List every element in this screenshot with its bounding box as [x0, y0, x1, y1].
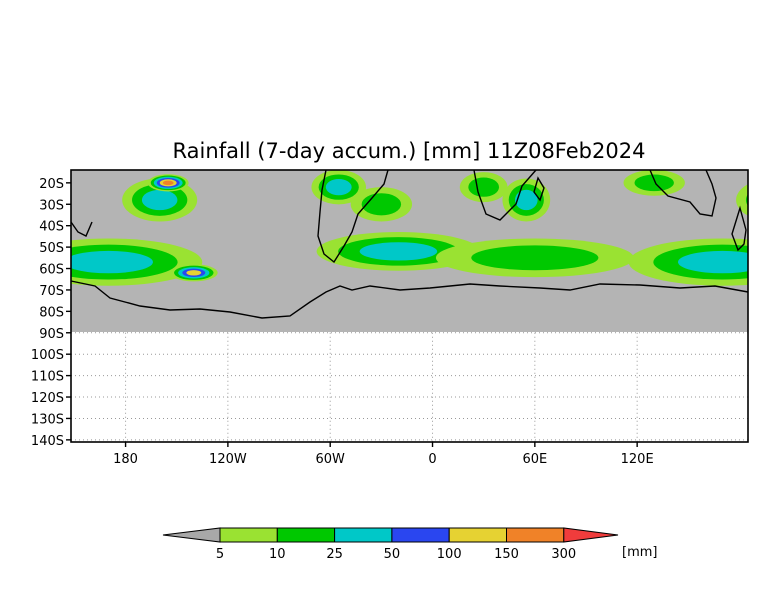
x-axis: 180 120W 60W 0 60E 120E: [113, 442, 654, 467]
rain-level-3: [141, 189, 178, 211]
south-america-coast: [317, 169, 389, 264]
y-tick-label: 20S: [39, 177, 64, 192]
y-tick-label: 140S: [31, 434, 64, 449]
rain-region-heavy-cell-tropics: [147, 174, 784, 192]
chart-title: Rainfall (7-day accum.) [mm] 11Z08Feb202…: [173, 139, 646, 163]
coastlines: [70, 169, 749, 319]
rain-level-5: [774, 179, 784, 186]
grid-lines: [71, 332, 748, 442]
y-tick-label: 60S: [39, 263, 64, 278]
y-tick-label: 40S: [39, 220, 64, 235]
rain-level-4: [771, 178, 784, 188]
colorbar: 5 10 25 50 100 150 300: [162, 527, 619, 562]
plot-frame: [70, 169, 749, 443]
colorbar-swatch: [276, 527, 336, 543]
x-tick-label: 60E: [522, 452, 547, 467]
rain-region-sh-storm-track-pacific: [71, 238, 748, 286]
rain-level-2: [471, 245, 599, 271]
colorbar-arrow-high: [563, 527, 619, 543]
rain-region-sh-storm-track-indian: [0, 238, 634, 278]
rain-region-madagascar-indian-ocean: [502, 178, 551, 222]
rainfall-map: [0, 169, 784, 443]
rain-region-australia-north: [623, 170, 685, 196]
colorbar-level-label: 150: [494, 547, 519, 562]
rain-region-heavy-cell-southern-ocean: [169, 264, 218, 282]
rain-region-southern-africa: [459, 172, 508, 203]
lower-plot-area: [71, 332, 748, 442]
y-tick-label: 100S: [31, 348, 64, 363]
rain-level-3: [71, 250, 153, 274]
y-tick-label: 80S: [39, 305, 64, 320]
rain-level-2: [634, 174, 674, 192]
rain-level-3: [359, 242, 438, 261]
rain-level-2: [765, 176, 784, 191]
colorbar-level-label: 10: [269, 547, 286, 562]
colorbar-level-label: 300: [551, 547, 576, 562]
y-tick-label: 90S: [39, 327, 64, 342]
colorbar-swatch: [506, 527, 565, 543]
rain-region-tropical-south-america: [311, 170, 367, 205]
antarctica-coast: [70, 280, 749, 319]
rain-level-3: [515, 189, 538, 211]
rain-region-south-atlantic-convergence: [350, 187, 413, 222]
new-zealand-wrap-coast: [70, 221, 93, 237]
rain-level-3: [325, 178, 352, 196]
x-tick-label: 0: [428, 452, 436, 467]
rain-level-6: [162, 180, 174, 186]
colorbar-level-label: 5: [216, 547, 224, 562]
y-tick-label: 110S: [31, 370, 64, 385]
rain-level-3: [756, 190, 784, 210]
rain-level-3: [678, 250, 748, 274]
y-tick-label: 50S: [39, 241, 64, 256]
rain-level-6: [777, 181, 784, 186]
rain-level-2: [745, 193, 748, 206]
colorbar-swatch: [219, 527, 278, 543]
colorbar-swatch: [391, 527, 450, 543]
x-tick-label: 120W: [209, 452, 247, 467]
colorbar-level-label: 100: [437, 547, 462, 562]
africa-coast: [473, 169, 537, 221]
rainfall-cells: [0, 170, 784, 286]
colorbar-swatch: [334, 527, 393, 543]
rain-level-2: [361, 193, 402, 216]
rain-level-1: [736, 184, 748, 216]
colorbar-level-label: 50: [384, 547, 401, 562]
y-tick-label: 120S: [31, 391, 64, 406]
colorbar-swatch: [448, 527, 508, 543]
y-axis: 20S 30S 40S 50S 60S 70S 80S 90S 100S 110S 120S 130S…: [31, 177, 71, 449]
colorbar-arrow-low: [162, 527, 221, 543]
colorbar-level-label: 25: [326, 547, 343, 562]
y-tick-label: 30S: [39, 198, 64, 213]
x-tick-label: 60W: [316, 452, 346, 467]
rain-level-5: [186, 270, 202, 276]
new-zealand-coast: [731, 205, 747, 252]
rain-level-2: [468, 177, 500, 197]
x-tick-label: 180: [113, 452, 138, 467]
rain-level-1: [762, 174, 784, 191]
y-tick-label: 130S: [31, 412, 64, 427]
colorbar-unit: [mm]: [622, 545, 657, 560]
madagascar-coast: [533, 176, 545, 202]
x-tick-label: 120E: [621, 452, 654, 467]
australia-coast: [649, 169, 717, 217]
rain-level-1: [0, 238, 20, 277]
rain-level-3: [768, 177, 784, 189]
y-tick-label: 70S: [39, 284, 64, 299]
